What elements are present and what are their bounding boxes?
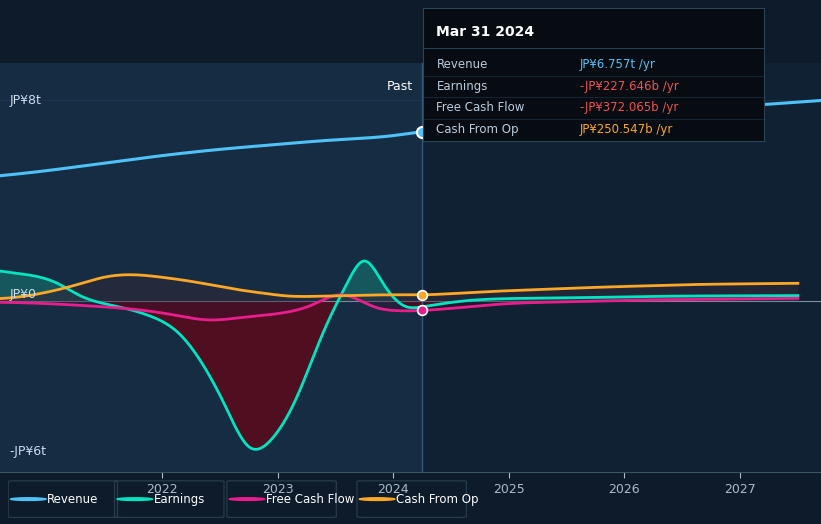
Text: Revenue: Revenue xyxy=(437,58,488,71)
Circle shape xyxy=(117,498,153,500)
Text: Earnings: Earnings xyxy=(154,493,205,506)
Text: Mar 31 2024: Mar 31 2024 xyxy=(437,25,534,39)
Text: Free Cash Flow: Free Cash Flow xyxy=(437,101,525,114)
Circle shape xyxy=(360,498,395,500)
Text: Revenue: Revenue xyxy=(48,493,99,506)
Text: Earnings: Earnings xyxy=(437,80,488,93)
Text: JP¥8t: JP¥8t xyxy=(9,94,41,107)
Text: -JP¥227.646b /yr: -JP¥227.646b /yr xyxy=(580,80,678,93)
Text: -JP¥6t: -JP¥6t xyxy=(9,445,46,458)
Text: JP¥6.757t /yr: JP¥6.757t /yr xyxy=(580,58,655,71)
Bar xyxy=(0,63,422,472)
Text: -JP¥372.065b /yr: -JP¥372.065b /yr xyxy=(580,101,678,114)
Circle shape xyxy=(229,498,264,500)
Circle shape xyxy=(11,498,46,500)
Text: Analysts Forecasts: Analysts Forecasts xyxy=(436,80,553,93)
Bar xyxy=(422,63,821,472)
Text: Cash From Op: Cash From Op xyxy=(396,493,479,506)
Text: JP¥0: JP¥0 xyxy=(9,288,36,301)
Text: JP¥250.547b /yr: JP¥250.547b /yr xyxy=(580,123,673,136)
Text: Cash From Op: Cash From Op xyxy=(437,123,519,136)
Text: Past: Past xyxy=(387,80,413,93)
Text: Free Cash Flow: Free Cash Flow xyxy=(266,493,355,506)
